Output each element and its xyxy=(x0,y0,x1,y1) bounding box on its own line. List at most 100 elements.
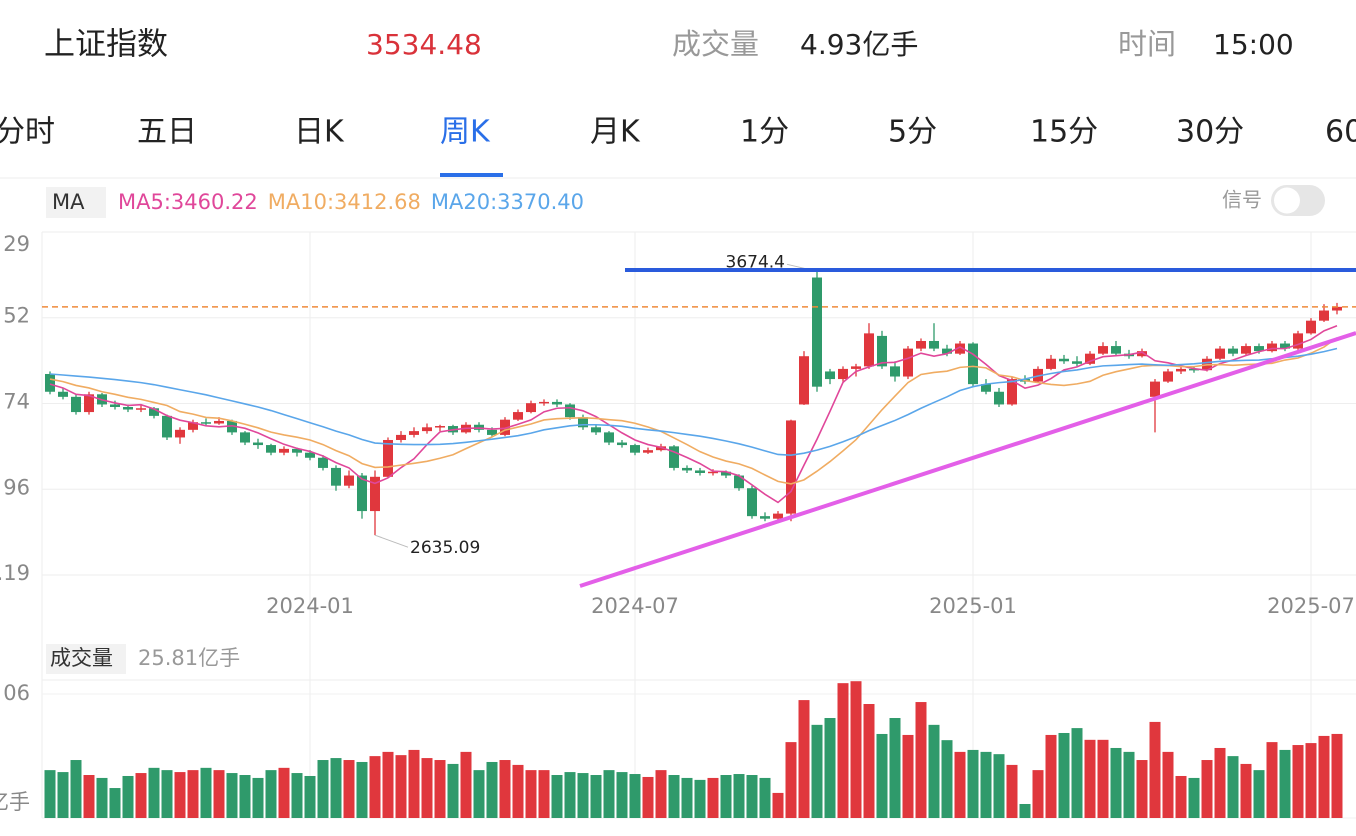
volume-value: 4.93亿手 xyxy=(800,28,918,61)
candle-body xyxy=(565,404,575,418)
candle-body xyxy=(656,446,666,451)
candle-body xyxy=(643,450,653,453)
volume-bar xyxy=(1201,760,1213,818)
volume-bar xyxy=(1253,770,1265,818)
volume-bar xyxy=(174,772,186,818)
toggle-knob xyxy=(1274,187,1300,214)
candle-body xyxy=(669,446,679,468)
active-tab-underline xyxy=(440,173,503,177)
volume-bar xyxy=(1227,756,1239,818)
volume-y-tick-label: 06 xyxy=(3,681,30,705)
candle-body xyxy=(1007,379,1017,405)
time-label: 时间 xyxy=(1118,27,1176,61)
candle-body xyxy=(1319,310,1329,321)
period-tab[interactable]: 分时 xyxy=(0,115,55,150)
candle-body xyxy=(552,401,562,405)
candle-body xyxy=(734,475,744,489)
volume-bar xyxy=(915,702,927,818)
candle-body xyxy=(110,404,120,407)
period-tab[interactable]: 月K xyxy=(590,115,641,150)
candle-body xyxy=(279,448,289,453)
legend-entry: MA10:3412.68 xyxy=(268,190,421,214)
volume-bar xyxy=(213,770,225,818)
candle-body xyxy=(539,401,549,404)
candle-body xyxy=(630,445,640,453)
volume-bar xyxy=(122,775,134,818)
volume-bar xyxy=(616,772,628,818)
candle-body xyxy=(1059,358,1069,362)
period-tab[interactable]: 周K xyxy=(440,115,491,150)
volume-bar xyxy=(1331,733,1343,818)
volume-bar xyxy=(902,734,914,818)
volume-bar xyxy=(694,779,706,818)
volume-label: 成交量 xyxy=(672,27,759,61)
volume-bar xyxy=(980,751,992,818)
volume-bar xyxy=(1032,770,1044,818)
candle-body xyxy=(1280,343,1290,349)
period-tab[interactable]: 日K xyxy=(294,115,345,150)
volume-bar xyxy=(538,770,550,818)
volume-bar xyxy=(928,724,940,818)
volume-bar xyxy=(486,761,498,818)
volume-bar xyxy=(317,760,329,818)
candle-body xyxy=(1306,320,1316,334)
period-tab[interactable]: 1分 xyxy=(740,115,789,150)
volume-bar xyxy=(603,770,615,818)
candle-body xyxy=(396,434,406,440)
volume-bar xyxy=(278,767,290,818)
period-tab[interactable]: 五日 xyxy=(137,115,197,150)
volume-bar xyxy=(460,751,472,818)
period-tab[interactable]: 5分 xyxy=(888,115,937,150)
candle-body xyxy=(929,340,939,349)
volume-bar xyxy=(785,742,797,818)
volume-bar xyxy=(863,704,875,818)
candle-body xyxy=(838,368,848,380)
time-value: 15:00 xyxy=(1213,28,1294,61)
period-tab[interactable]: 60 xyxy=(1325,115,1356,150)
volume-bar xyxy=(733,774,745,818)
volume-bar xyxy=(1136,760,1148,818)
candle-body xyxy=(955,343,965,354)
volume-bar xyxy=(1175,775,1187,818)
candle-body xyxy=(617,442,627,446)
ma-line xyxy=(49,324,1338,504)
candle-body xyxy=(266,445,276,453)
candle-body xyxy=(916,340,926,349)
candle-body xyxy=(1085,353,1095,364)
candle-body xyxy=(812,277,822,387)
period-tab[interactable]: 15分 xyxy=(1030,115,1098,150)
volume-box xyxy=(46,644,126,674)
x-tick-label: 2025-01 xyxy=(929,594,1017,618)
low-annotation: 2635.09 xyxy=(410,538,480,558)
volume-bar xyxy=(577,773,589,818)
candle-body xyxy=(942,348,952,354)
candle-body xyxy=(708,471,718,474)
volume-bar xyxy=(187,770,199,818)
volume-bar xyxy=(1071,728,1083,818)
legend-entry: MA20:3370.40 xyxy=(431,190,584,214)
volume-bar xyxy=(1318,735,1330,818)
candle-body xyxy=(331,467,341,486)
volume-title: 成交量 xyxy=(50,646,113,670)
candle-body xyxy=(903,348,913,377)
candle-body xyxy=(1176,368,1186,372)
ma-line xyxy=(49,337,1338,485)
volume-bar xyxy=(824,718,836,818)
volume-bar xyxy=(642,776,654,818)
candle-body xyxy=(786,420,796,514)
volume-bar xyxy=(395,755,407,818)
candle-body xyxy=(1189,368,1199,371)
volume-bar xyxy=(707,777,719,818)
candle-body xyxy=(968,343,978,385)
candle-body xyxy=(799,356,809,405)
candle-body xyxy=(1254,346,1264,352)
volume-bar xyxy=(161,770,173,818)
volume-y-tick-label: 亿手 xyxy=(0,790,30,814)
volume-bar xyxy=(135,773,147,818)
candle-body xyxy=(422,427,432,432)
volume-bar xyxy=(434,760,446,818)
volume-bar xyxy=(1188,777,1200,818)
candle-body xyxy=(1228,348,1238,354)
period-tab[interactable]: 30分 xyxy=(1176,115,1244,150)
volume-bar xyxy=(1058,732,1070,818)
